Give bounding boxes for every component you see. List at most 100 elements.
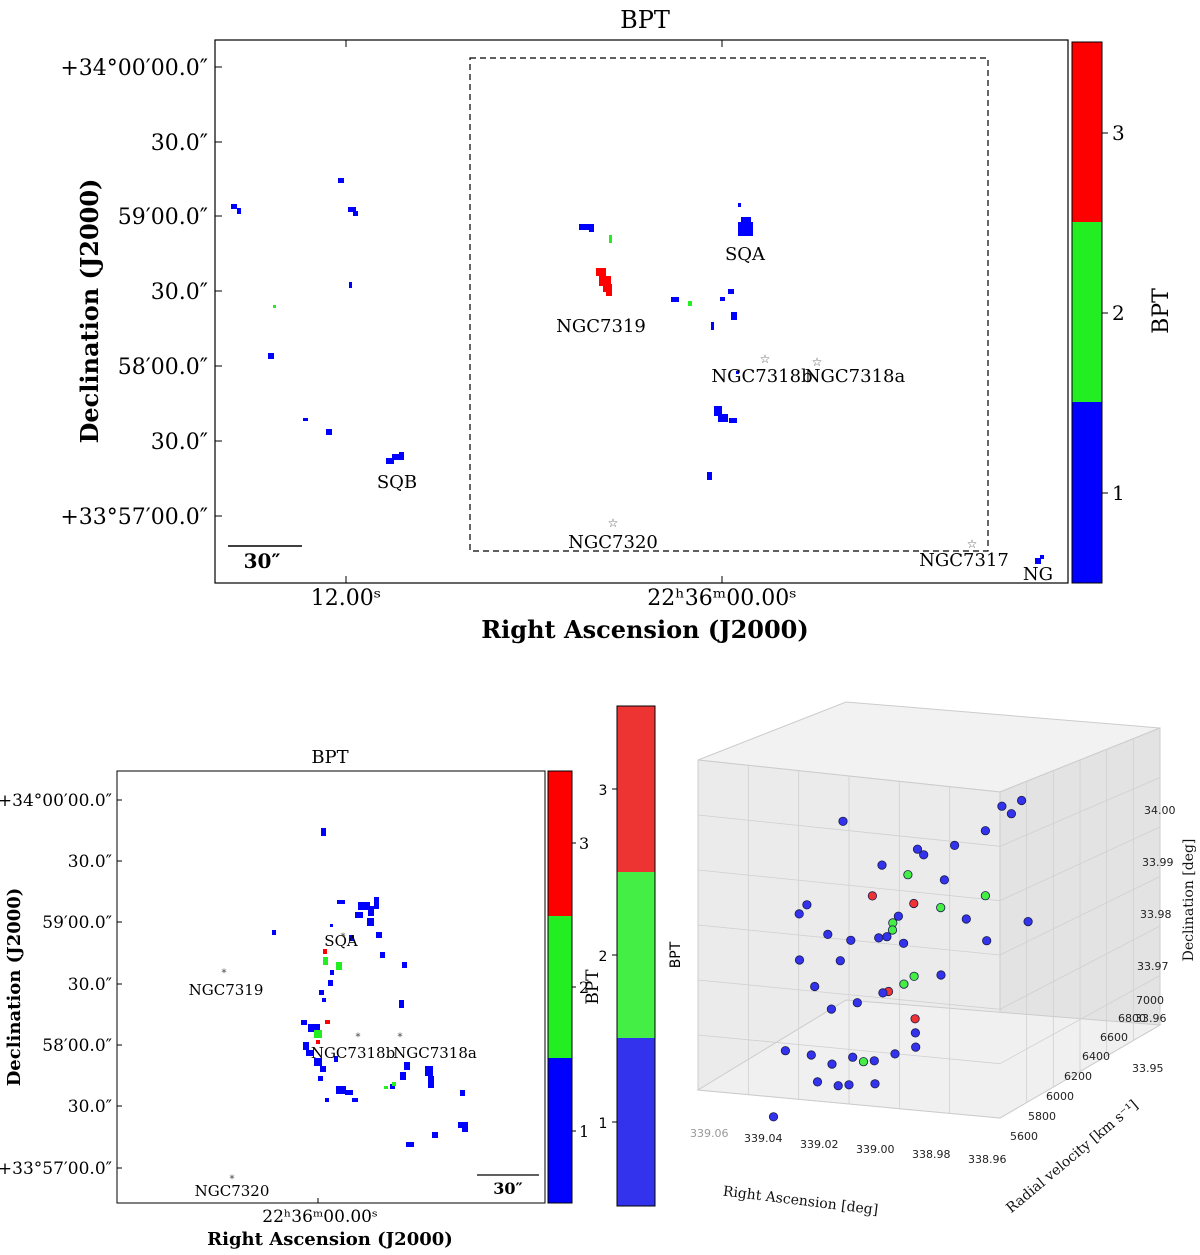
top-emission-pixel — [609, 235, 612, 243]
scatter3d-grid-line — [999, 975, 1161, 1065]
zoom-emission-pixel — [337, 900, 345, 904]
zoom-emission-pixel — [334, 1056, 338, 1062]
zoom-emission-pixel — [384, 1086, 388, 1089]
scatter3d-ytick: 6000 — [1046, 1090, 1074, 1103]
top-emission-pixel — [386, 458, 394, 464]
scatter3d-point — [936, 970, 946, 980]
scatter3d-point — [912, 844, 923, 854]
zoom-emission-pixel — [352, 1098, 358, 1102]
scatter3d-colorbar-class-1 — [617, 1038, 655, 1206]
top-map-panel: BPT +34°00′00.0″ 30.0″ 59′00.0″ 30.0″ 58… — [60, 6, 1174, 644]
scatter3d-colorbar-class-2 — [617, 872, 655, 1038]
zoom-emission-pixel — [390, 1084, 395, 1089]
zoom-emission-pixel — [316, 1040, 320, 1044]
top-emission-pixel — [731, 312, 737, 320]
scatter3d-point — [909, 971, 919, 981]
top-emission-pixel — [738, 222, 753, 236]
scatter3d-ztick: 33.96 — [1135, 1012, 1167, 1025]
scatter3d-point — [982, 936, 992, 946]
scatter3d-ytick: 6400 — [1082, 1050, 1110, 1063]
zoom-emission-pixel — [462, 1128, 468, 1132]
zoom-emission-pixel — [428, 1076, 434, 1088]
top-emission-pixel — [599, 276, 611, 286]
zoom-xtick-label: 22ʰ36ᵐ00.00ˢ — [262, 1207, 377, 1227]
scatter3d-colorbar-tick: 1 — [599, 1116, 608, 1132]
zoom-source-label: NGC7319 — [189, 981, 264, 999]
top-colorbar: 1 2 3 BPT — [1071, 41, 1174, 584]
scatter3d-point — [844, 1080, 854, 1090]
top-colorbar-class-3 — [1072, 42, 1102, 222]
zoom-ytick-label: 59′00.0″ — [42, 913, 112, 933]
scatter3d-point — [826, 1004, 837, 1014]
scatter3d-point — [911, 1042, 921, 1052]
star-marker-icon: ☆ — [760, 352, 771, 366]
scatter3d-point — [768, 1112, 779, 1122]
scatter3d-point — [848, 1052, 858, 1062]
top-emission-pixel — [741, 217, 751, 223]
top-emission-pixel — [579, 224, 593, 230]
scatter3d-points — [768, 795, 1033, 1122]
top-source-label: NGC7318a — [805, 366, 906, 387]
zoom-scalebar-label: 30″ — [493, 1179, 522, 1198]
zoom-emission-pixel — [336, 1086, 346, 1094]
star-marker-icon: ☆ — [608, 516, 619, 530]
zoom-emission-pixel — [400, 1072, 406, 1080]
top-source-label: NGC7317 — [919, 550, 1009, 571]
scatter3d-ytick: 6800 — [1118, 1012, 1146, 1025]
zoom-ytick-label: 58′00.0″ — [42, 1036, 112, 1056]
scatter3d-xlabel: Right Ascension [deg] — [722, 1184, 879, 1219]
top-emission-pixel — [392, 454, 404, 460]
scatter3d-grid-line — [697, 1034, 1001, 1065]
zoom-emission-pixel — [404, 1062, 410, 1070]
scatter3d-point — [867, 891, 878, 901]
scatter3d-xtick: 339.04 — [744, 1132, 783, 1145]
top-title: BPT — [620, 6, 670, 34]
zoom-emission-pixel — [392, 1082, 396, 1086]
top-emission-pixel — [237, 208, 241, 214]
zoom-emission-pixel — [355, 912, 363, 918]
zoom-colorbar-class-2 — [548, 916, 572, 1058]
top-source-label: NGC7319 — [556, 316, 646, 337]
top-colorbar-tick: 2 — [1112, 301, 1125, 325]
scatter3d-ytick: 5600 — [1010, 1130, 1038, 1143]
zoom-emission-pixel — [330, 924, 333, 927]
scatter3d-ztick: 33.98 — [1140, 908, 1172, 921]
zoom-emission-pixel — [320, 1066, 326, 1072]
top-scalebar-label: 30″ — [244, 549, 281, 573]
top-emission-pixel — [606, 291, 612, 296]
scatter3d-point — [980, 826, 991, 836]
zoom-emission-regions — [272, 828, 468, 1147]
top-xtick-label: 22ʰ36ᵐ00.00ˢ — [647, 586, 796, 611]
top-colorbar-tick: 3 — [1112, 121, 1125, 145]
scatter3d-point — [997, 801, 1007, 811]
scatter3d-point — [794, 955, 805, 965]
zoom-emission-pixel — [321, 828, 326, 836]
top-x-ticks — [345, 40, 723, 583]
scatter3d-point — [846, 935, 856, 945]
scatter3d-point — [877, 860, 887, 870]
scatter3d-point — [919, 850, 929, 860]
zoom-ytick-label: 30.0″ — [68, 852, 112, 872]
scatter3d-xtick: 339.02 — [800, 1138, 839, 1151]
zoom-emission-pixel — [345, 1090, 353, 1095]
zoom-xlabel: Right Ascension (J2000) — [207, 1229, 453, 1250]
scatter3d-point — [1023, 916, 1033, 927]
zoom-plot-frame — [116, 770, 546, 1204]
zoom-source-label: NGC7318b — [311, 1044, 395, 1062]
zoom-source-label: SQA — [324, 932, 358, 950]
scatter3d-point — [1006, 809, 1017, 819]
scatter3d-point — [838, 816, 848, 826]
star-marker-icon: ☆ — [812, 355, 823, 369]
scatter3d-point — [893, 911, 904, 921]
scatter3d-point — [949, 840, 960, 851]
star-marker-icon: * — [341, 932, 346, 943]
top-emission-pixel — [303, 418, 308, 421]
zoom-ytick-label: 30.0″ — [68, 975, 112, 995]
top-source-label: NGC7318b — [711, 366, 812, 387]
zoom-source-label: NGC7320 — [195, 1182, 270, 1200]
scatter3d-point — [802, 900, 812, 910]
scatter3d-xtick: 339.00 — [856, 1143, 895, 1156]
scatter3d-colorbar: 1 2 3 BPT — [599, 705, 684, 1207]
top-emission-pixel — [603, 284, 612, 292]
scatter3d-point — [812, 1077, 823, 1087]
